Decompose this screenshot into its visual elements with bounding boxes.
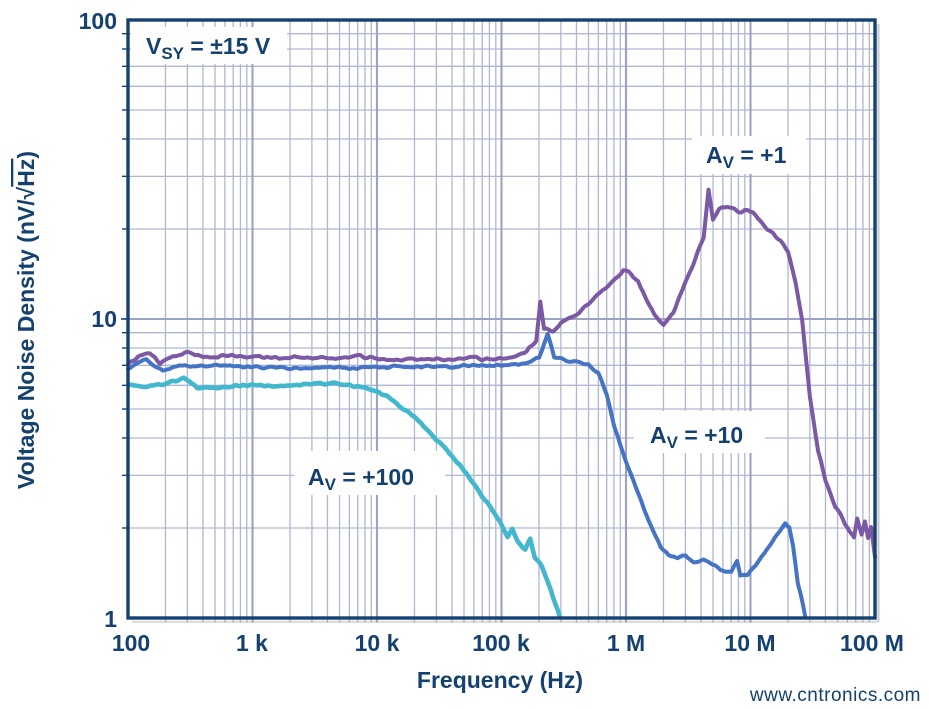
- annotation-gain-1: AV = +1: [692, 136, 806, 174]
- gain100-sub: V: [325, 475, 337, 494]
- y-title-overline: Hz: [13, 159, 39, 187]
- supply-sub: SY: [161, 44, 184, 63]
- y-axis-tick-labels: 100 10 1: [79, 8, 118, 632]
- x-tick-100k: 100 k: [472, 630, 530, 656]
- sqrt-radical-icon: √: [13, 186, 39, 199]
- svg-text:AV = +1: AV = +1: [706, 142, 787, 172]
- gain1-sub: V: [723, 153, 735, 172]
- y-tick-10: 10: [91, 306, 117, 332]
- x-tick-100M: 100 M: [840, 630, 904, 656]
- x-tick-1k: 1 k: [236, 630, 268, 656]
- annotation-gain-100: AV = +100: [294, 451, 445, 495]
- y-axis-title: Voltage Noise Density (nV/√Hz): [13, 151, 39, 489]
- annotation-gain-10: AV = +10: [634, 411, 765, 453]
- plot-frame: [126, 18, 880, 623]
- x-tick-10k: 10 k: [355, 630, 400, 656]
- svg-text:AV = +100: AV = +100: [308, 464, 414, 494]
- x-tick-100: 100: [112, 630, 150, 656]
- curve-av-+1: [126, 187, 877, 560]
- x-axis-title: Frequency (Hz): [417, 667, 583, 693]
- gain1-rest: = +1: [734, 142, 787, 168]
- noise-curves: [126, 187, 877, 619]
- annotation-supply-voltage: VSY = ±15 V: [131, 27, 287, 64]
- gain100-rest: = +100: [336, 464, 414, 490]
- svg-text:AV = +10: AV = +10: [650, 422, 743, 452]
- x-axis-tick-labels: 100 1 k 10 k 100 k 1 M 10 M 100 M: [112, 630, 904, 656]
- y-tick-100: 100: [79, 8, 117, 34]
- y-tick-1: 1: [104, 606, 117, 632]
- y-title-suffix: ): [13, 151, 39, 159]
- gain100-main: A: [308, 464, 325, 490]
- gain10-rest: = +10: [678, 422, 743, 448]
- svg-text:VSY = ±15 V: VSY = ±15 V: [146, 33, 271, 63]
- supply-main: V: [146, 33, 162, 59]
- gain1-main: A: [706, 142, 723, 168]
- curve-av-+100: [126, 375, 563, 619]
- watermark-text: www.cntronics.com: [749, 685, 921, 706]
- curve-av-+10: [126, 331, 808, 619]
- x-tick-10M: 10 M: [724, 630, 775, 656]
- gain10-main: A: [650, 422, 667, 448]
- grid-layer: [121, 20, 875, 623]
- supply-rest: = ±15 V: [184, 33, 271, 59]
- x-tick-1M: 1 M: [607, 630, 645, 656]
- gain10-sub: V: [667, 433, 679, 452]
- y-title-prefix: Voltage Noise Density (nV/: [13, 199, 39, 489]
